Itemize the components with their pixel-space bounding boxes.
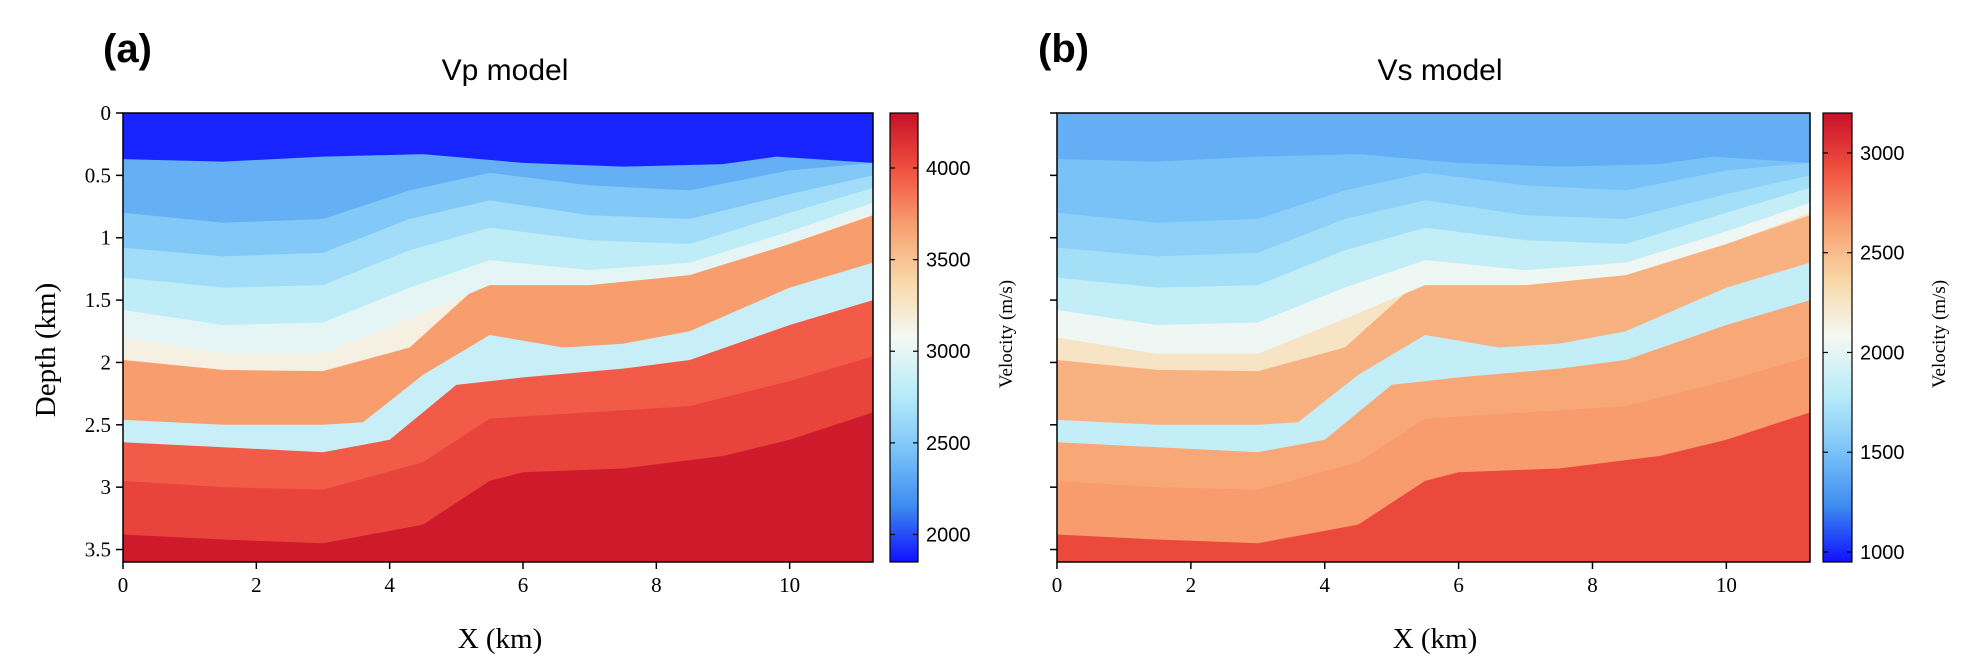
x-tick-label: 8 <box>651 573 662 597</box>
y-tick-label: 2.5 <box>85 413 111 437</box>
colorbar-tick-label: 3500 <box>926 250 971 272</box>
x-tick-label: 0 <box>118 573 129 597</box>
panel-b-colorbar: 1000 1500 2000 2500 3000 <box>1822 112 1905 564</box>
y-tick-label: 1 <box>101 226 112 250</box>
colorbar-tick-label: 3000 <box>926 341 971 363</box>
y-tick-label: 3 <box>101 475 112 499</box>
colorbar-tick-label: 4000 <box>926 158 971 180</box>
colorbar-tick-label: 2000 <box>1860 342 1905 364</box>
panel-b-colorbar-label: Velocity (m/s) <box>1929 280 1950 388</box>
panel-a-colorbar-label: Velocity (m/s) <box>996 280 1017 388</box>
panel-b-y-axis <box>1050 112 1057 551</box>
x-tick-label: 6 <box>518 573 529 597</box>
colorbar-tick-label: 1000 <box>1860 542 1905 564</box>
plot-frame <box>122 112 874 563</box>
x-tick-label: 4 <box>384 573 395 597</box>
panel-b-plot-area <box>1056 112 1811 563</box>
panel-b: (b) Vs model 0 2 4 6 8 10 X (km) 1000 1500 2000… <box>1038 27 1950 655</box>
x-tick-label: 0 <box>1052 573 1063 597</box>
colorbar-gradient <box>889 112 919 563</box>
colorbar-tick-label: 1500 <box>1860 442 1905 464</box>
x-tick-label: 2 <box>1186 573 1197 597</box>
colorbar-tick-label: 2000 <box>926 525 971 547</box>
panel-b-x-label: X (km) <box>1393 623 1478 655</box>
layer-water <box>123 113 873 167</box>
x-tick-label: 6 <box>1453 573 1464 597</box>
colorbar-gradient <box>1822 112 1853 563</box>
colorbar-tick-label: 2500 <box>1860 243 1905 265</box>
panel-b-label: (b) <box>1038 27 1089 71</box>
x-tick-label: 2 <box>251 573 262 597</box>
x-tick-label: 8 <box>1587 573 1598 597</box>
panel-b-title: Vs model <box>1377 54 1502 87</box>
x-tick-label: 10 <box>779 573 800 597</box>
y-tick-label: 1.5 <box>85 288 111 312</box>
panel-a-x-axis: 0 2 4 6 8 10 <box>118 562 800 597</box>
y-tick-label: 0 <box>101 101 112 125</box>
panel-a: (a) Vp model 0 2 4 6 8 10 0 0.5 1 1.5 2 2.5 3 3.5 X … <box>30 27 1017 655</box>
x-tick-label: 4 <box>1319 573 1330 597</box>
panel-a-title: Vp model <box>442 54 569 87</box>
panel-a-label: (a) <box>103 27 152 71</box>
panel-a-colorbar: 2000 2500 3000 3500 4000 <box>889 112 971 563</box>
panel-b-x-axis: 0 2 4 6 8 10 <box>1052 562 1737 597</box>
colorbar-tick-label: 2500 <box>926 433 971 455</box>
panel-a-y-axis: 0 0.5 1 1.5 2 2.5 3 3.5 <box>85 101 123 562</box>
y-tick-label: 0.5 <box>85 163 111 187</box>
layer-water <box>1057 113 1810 167</box>
y-tick-label: 3.5 <box>85 538 111 562</box>
panel-a-x-label: X (km) <box>458 623 543 655</box>
y-tick-label: 2 <box>101 350 112 374</box>
colorbar-tick-label: 3000 <box>1860 143 1905 165</box>
plot-frame <box>1056 112 1811 563</box>
panel-a-y-label: Depth (km) <box>30 283 62 418</box>
x-tick-label: 10 <box>1716 573 1737 597</box>
panel-a-plot-area <box>122 112 874 563</box>
